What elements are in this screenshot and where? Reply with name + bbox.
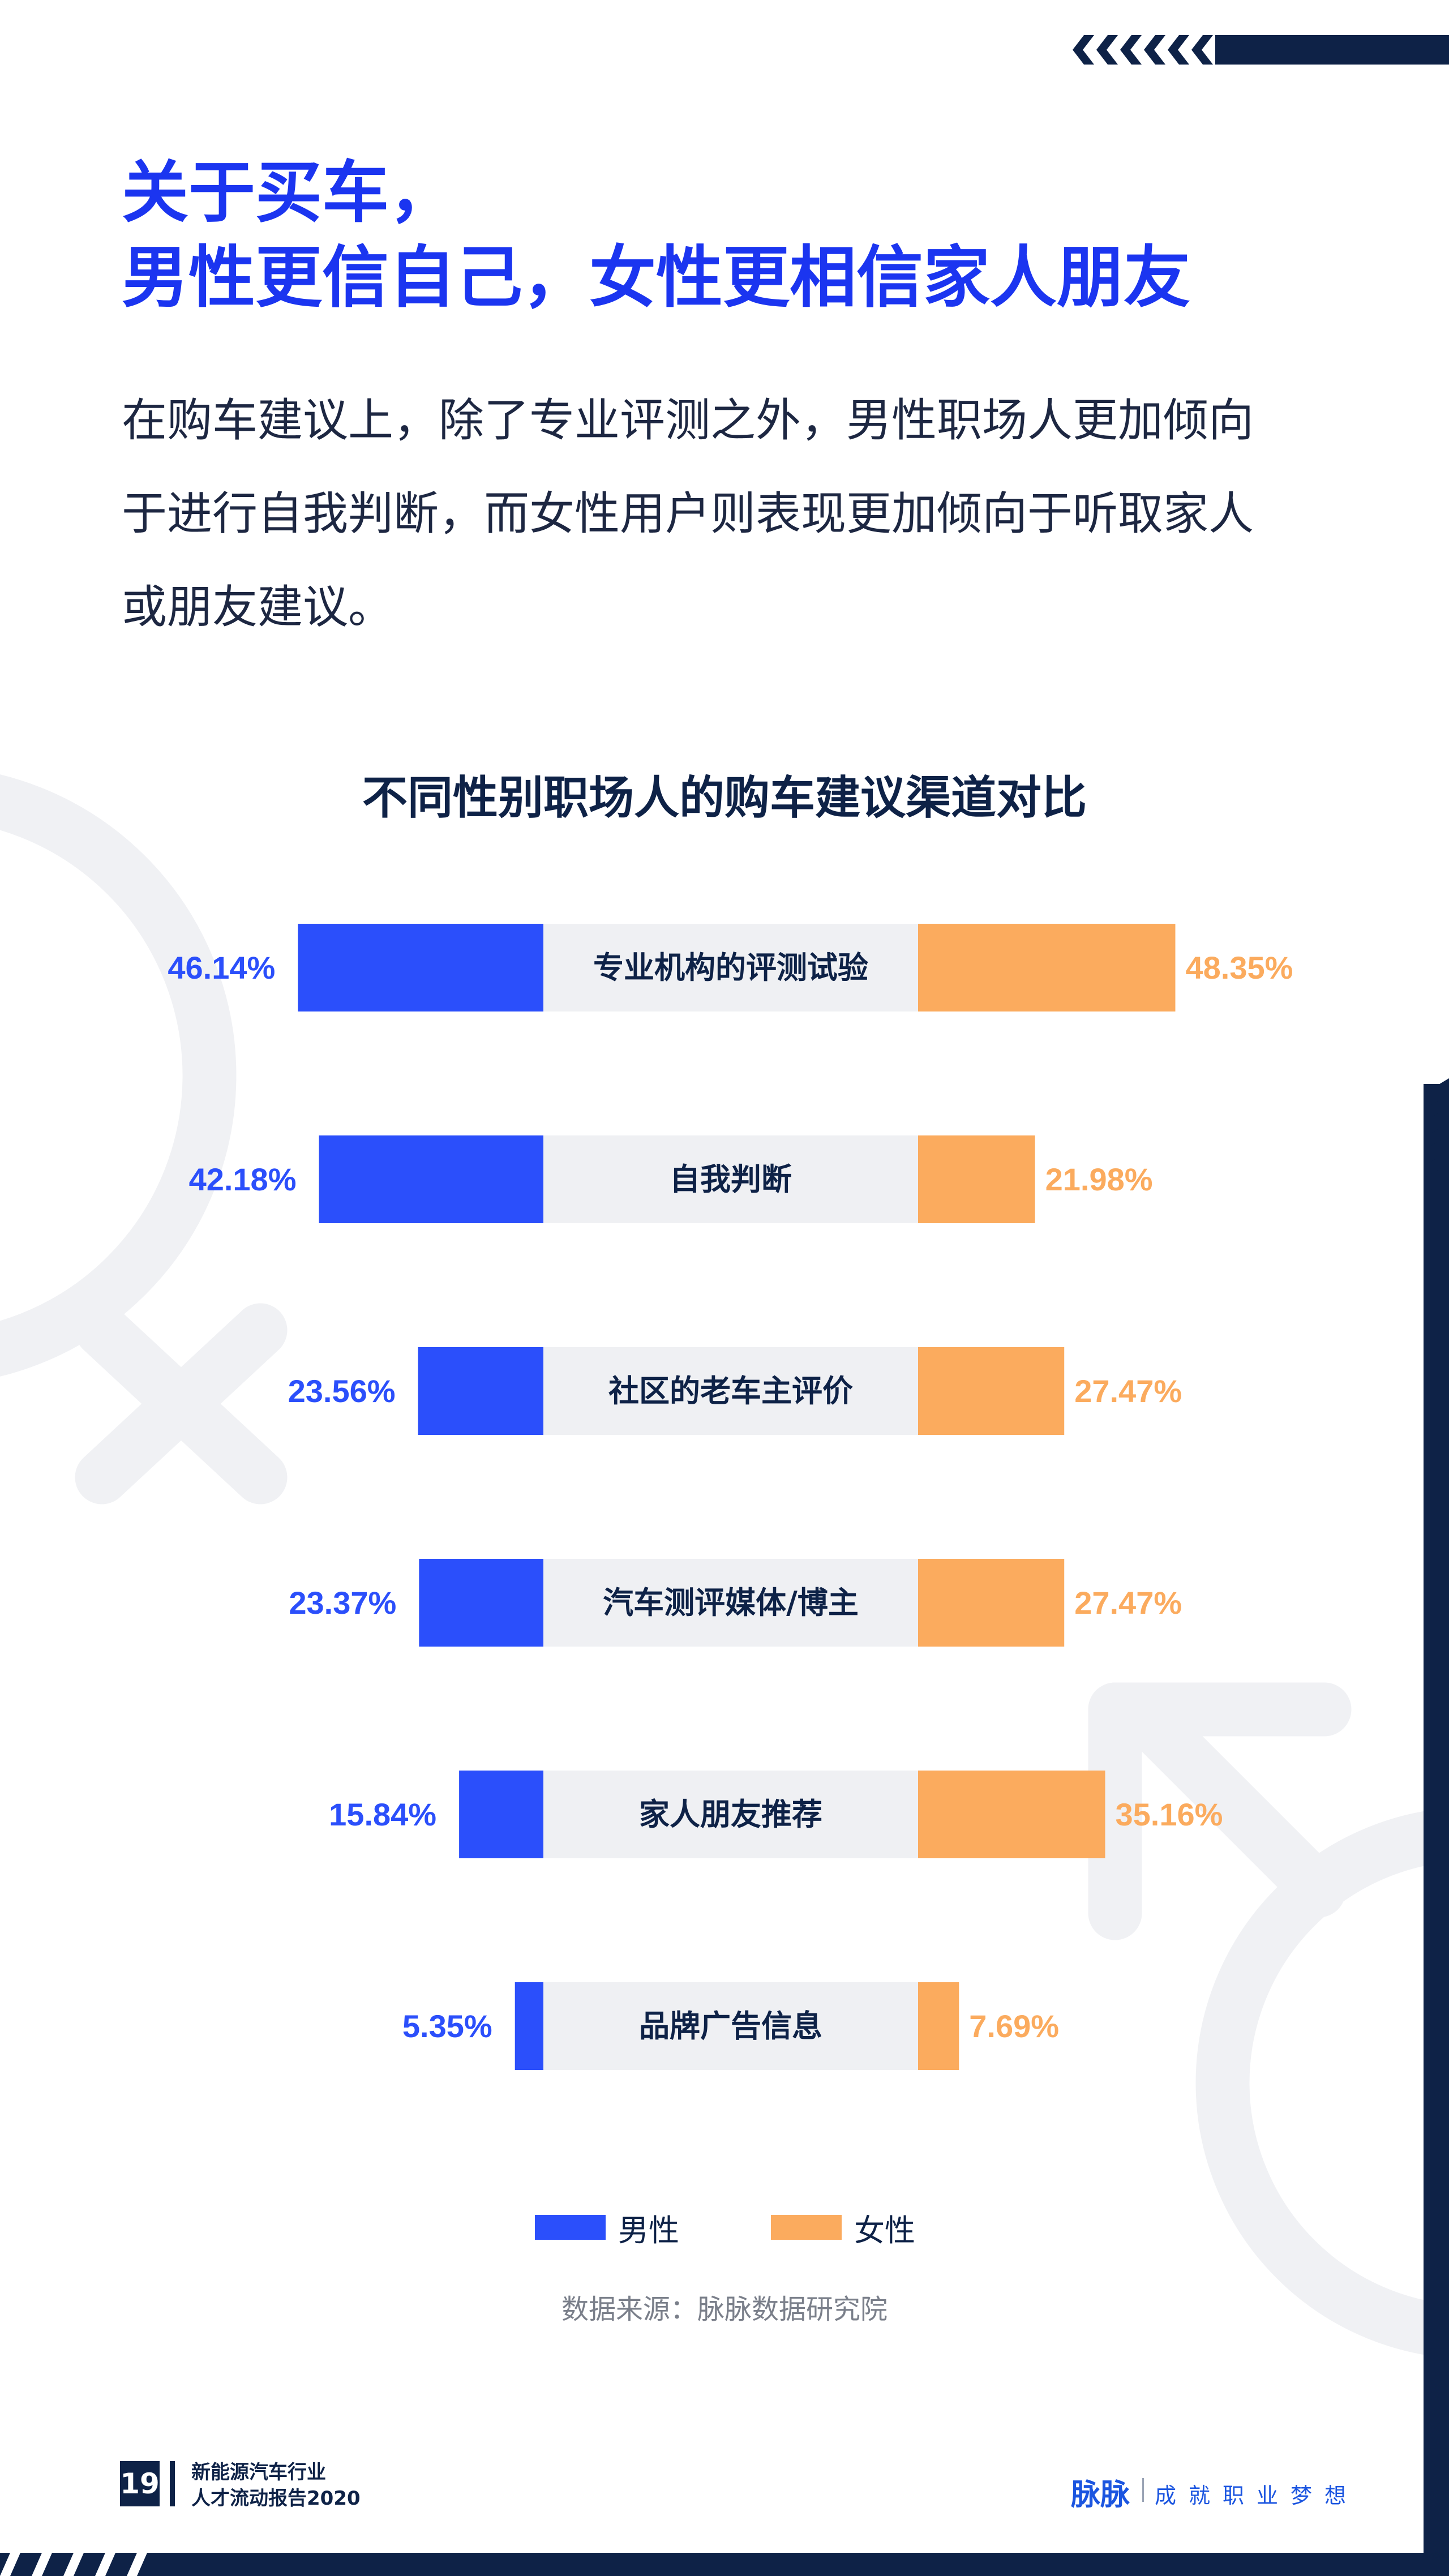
category-band	[543, 1982, 918, 2070]
brand-logo: 脉脉	[1071, 2478, 1130, 2512]
page-number: 19	[120, 2461, 160, 2506]
data-label-male: 15.84%	[329, 1797, 436, 1832]
category-label: 自我判断	[670, 1161, 792, 1197]
chart-title: 不同性别职场人的购车建议渠道对比	[362, 771, 1087, 824]
legend-item-female: 女性	[771, 2210, 915, 2248]
category-band	[543, 1135, 918, 1223]
intro-line-3: 或朋友建议。	[122, 581, 393, 633]
bar-male	[459, 1771, 543, 1858]
right-stripe-decoration	[1424, 1078, 1449, 1194]
data-label-male: 5.35%	[402, 2008, 492, 2044]
data-label-female: 48.35%	[1185, 950, 1293, 985]
bar-male	[319, 1135, 543, 1223]
legend-label-female: 女性	[854, 2212, 915, 2248]
report-name: 新能源汽车行业 人才流动报告2020	[191, 2459, 361, 2511]
data-label-male: 46.14%	[168, 950, 275, 985]
category-band	[543, 924, 918, 1011]
data-source-note: 数据来源：脉脉数据研究院	[561, 2294, 888, 2325]
report-name-line-2: 人才流动报告2020	[191, 2487, 361, 2510]
report-name-line-1: 新能源汽车行业	[191, 2461, 326, 2484]
bar-female	[918, 924, 1176, 1011]
bottom-edge-bar	[0, 2553, 1449, 2576]
legend-item-male: 男性	[535, 2210, 679, 2248]
category-band	[543, 1347, 918, 1435]
data-label-male: 23.56%	[288, 1373, 396, 1409]
data-label-female: 27.47%	[1074, 1373, 1182, 1409]
chart-legend: 男性 女性	[0, 2210, 1449, 2248]
data-label-male: 23.37%	[289, 1585, 396, 1621]
legend-label-male: 男性	[618, 2212, 679, 2248]
bar-female	[918, 1135, 1035, 1223]
category-label: 社区的老车主评价	[608, 1373, 853, 1409]
data-label-female: 35.16%	[1116, 1797, 1223, 1832]
bar-male	[419, 1559, 543, 1647]
right-edge-bar	[1424, 1084, 1449, 2576]
data-label-male: 42.18%	[189, 1161, 297, 1197]
intro-paragraph: 在购车建议上，除了专业评测之外，男性职场人更加倾向 于进行自我判断，而女性用户则…	[122, 374, 1367, 654]
bar-female	[918, 1771, 1105, 1858]
legend-swatch-female	[771, 2215, 842, 2240]
legend-swatch-male	[535, 2215, 606, 2240]
data-label-female: 21.98%	[1045, 1161, 1153, 1197]
bar-female	[918, 1982, 959, 2070]
brand-slogan: 成就职业梦想	[1155, 2483, 1359, 2508]
bar-male	[298, 924, 543, 1011]
intro-line-1: 在购车建议上，除了专业评测之外，男性职场人更加倾向	[122, 394, 1254, 447]
butterfly-bar-chart: 专业机构的评测试验 46.14% 48.35% 自我判断 42.18% 21.98% 社区的…	[168, 924, 1293, 2070]
page-title: 关于买车， 男性更信自己，女性更相信家人朋友	[122, 150, 1367, 320]
category-label: 家人朋友推荐	[639, 1797, 822, 1832]
bar-male	[418, 1347, 543, 1435]
brand-slogan-separator	[1142, 2478, 1144, 2502]
category-label: 专业机构的评测试验	[593, 950, 868, 985]
data-label-female: 27.47%	[1074, 1585, 1182, 1621]
category-label: 汽车测评媒体/博主	[603, 1585, 859, 1621]
data-label-female: 7.69%	[969, 2008, 1059, 2044]
bar-female	[918, 1559, 1065, 1647]
bottom-stripe-decoration	[0, 2553, 147, 2576]
footer-separator	[170, 2461, 175, 2506]
page-title-line-1: 关于买车，	[122, 153, 456, 232]
category-label: 品牌广告信息	[639, 2008, 822, 2044]
bar-female	[918, 1347, 1065, 1435]
category-band	[543, 1559, 918, 1647]
bar-male	[515, 1982, 543, 2070]
page-title-line-2: 男性更信自己，女性更相信家人朋友	[122, 238, 1191, 316]
intro-line-2: 于进行自我判断，而女性用户则表现更加倾向于听取家人	[122, 487, 1254, 540]
category-band	[543, 1771, 918, 1858]
top-chevron-decoration	[1073, 35, 1449, 65]
